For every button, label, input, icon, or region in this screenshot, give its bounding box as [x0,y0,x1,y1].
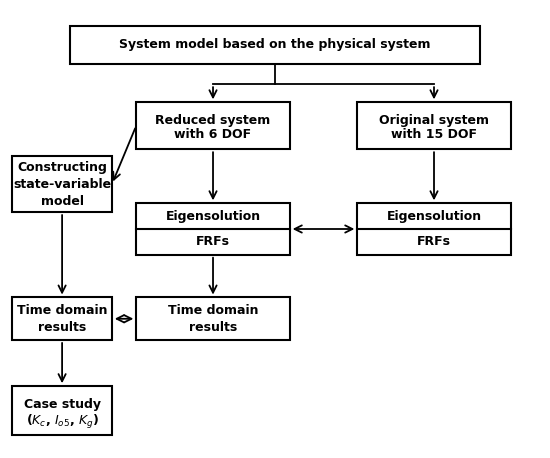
Text: Original system: Original system [379,114,489,126]
Text: ($K_c$, $I_{o5}$, $K_g$): ($K_c$, $I_{o5}$, $K_g$) [25,413,98,431]
FancyBboxPatch shape [136,203,290,255]
Text: Eigensolution: Eigensolution [387,210,482,223]
Text: FRFs: FRFs [196,235,230,248]
Text: with 15 DOF: with 15 DOF [391,128,477,141]
FancyBboxPatch shape [357,102,511,149]
FancyBboxPatch shape [357,203,511,255]
FancyBboxPatch shape [12,297,112,340]
FancyBboxPatch shape [70,26,480,64]
Text: Constructing
state-variable
model: Constructing state-variable model [13,161,111,207]
FancyBboxPatch shape [136,102,290,149]
Text: Time domain
results: Time domain results [17,304,107,334]
FancyBboxPatch shape [12,156,112,212]
Text: Case study: Case study [24,398,101,411]
Text: Time domain
results: Time domain results [168,304,258,334]
Text: Reduced system: Reduced system [156,114,271,126]
Text: FRFs: FRFs [417,235,451,248]
Text: Eigensolution: Eigensolution [166,210,261,223]
Text: System model based on the physical system: System model based on the physical syste… [119,38,431,51]
Text: with 6 DOF: with 6 DOF [174,128,251,141]
FancyBboxPatch shape [12,386,112,436]
FancyBboxPatch shape [136,297,290,340]
